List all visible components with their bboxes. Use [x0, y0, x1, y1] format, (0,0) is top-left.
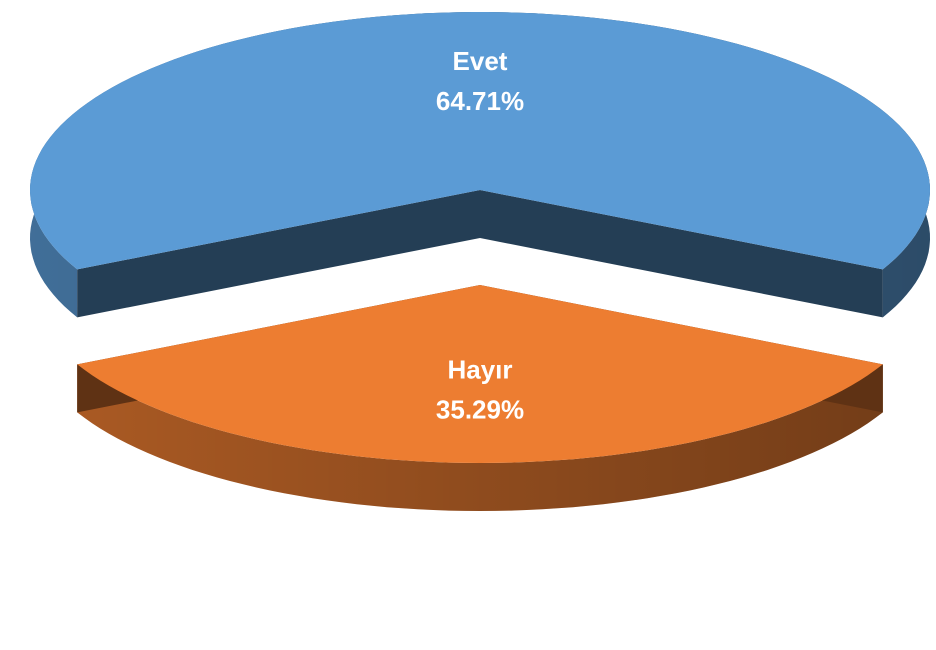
- slice-label: Hayır: [447, 355, 512, 385]
- slice-side-shade: [77, 364, 883, 511]
- slice-label: Evet: [453, 46, 508, 76]
- slice-cut-face: [480, 190, 883, 318]
- slice-cut-face: [77, 190, 480, 318]
- slice: [77, 285, 883, 463]
- slice: [30, 12, 930, 270]
- slice-value-label: 64.71%: [436, 86, 524, 116]
- slice-value-label: 35.29%: [436, 395, 524, 425]
